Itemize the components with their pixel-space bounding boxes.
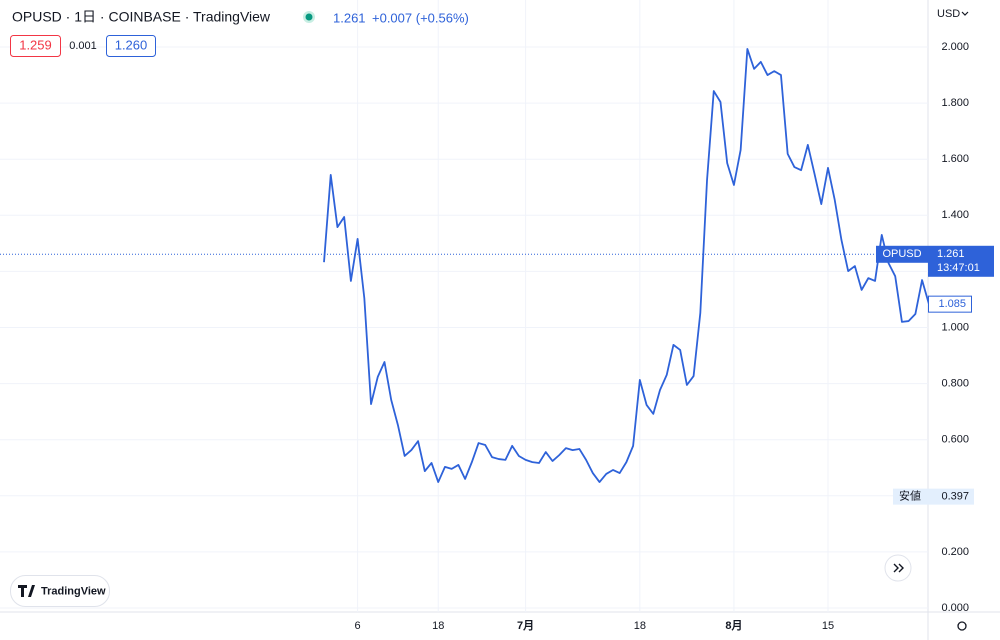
x-tick-label: 7月 <box>517 619 534 632</box>
last-price: 1.261 <box>333 10 366 25</box>
ask[interactable]: 1.260 <box>115 37 148 52</box>
low-label: 安値 <box>899 489 921 503</box>
price-change: +0.007 (+0.56%) <box>372 10 469 25</box>
x-tick-label: 18 <box>432 620 444 632</box>
spread: 0.001 <box>69 40 97 52</box>
logo-icon[interactable] <box>18 585 35 597</box>
price-badge <box>928 245 994 277</box>
y-tick-label: 0.200 <box>941 546 969 558</box>
price-badge-countdown: 13:47:01 <box>937 262 980 274</box>
bid[interactable]: 1.259 <box>19 37 52 52</box>
y-tick-label: 1.000 <box>941 321 969 333</box>
symbol-badge <box>876 245 928 263</box>
y-tick-label: 1.600 <box>941 153 969 165</box>
bid-box[interactable] <box>10 35 61 57</box>
symbol-title: OPUSD · 1日 · COINBASE · TradingView <box>12 9 271 25</box>
low-value-badge <box>928 488 974 505</box>
last-value: 1.085 <box>938 298 966 310</box>
currency[interactable]: USD <box>937 8 960 20</box>
logo-box[interactable] <box>10 575 110 607</box>
x-tick-label: 8月 <box>725 619 742 632</box>
price-line <box>323 48 930 483</box>
price-badge-value: 1.261 <box>937 248 965 260</box>
y-tick-label: 0.000 <box>941 602 969 614</box>
y-tick-label: 1.400 <box>941 209 969 221</box>
plot: 6187月188月150.0000.2000.4000.6000.8001.00… <box>0 0 969 632</box>
currency-caret[interactable] <box>961 11 969 16</box>
ask-box[interactable] <box>106 35 156 57</box>
x-tick-label: 6 <box>355 620 361 632</box>
low-label-badge <box>893 488 928 505</box>
y-tick-label: 1.800 <box>941 97 969 109</box>
last-value-badge <box>928 295 972 313</box>
low-value: 0.397 <box>941 491 969 503</box>
x-tick-label: 18 <box>634 620 646 632</box>
x-tick-label: 15 <box>822 620 834 632</box>
y-tick-label: 2.000 <box>941 41 969 53</box>
settings-icon[interactable] <box>957 621 967 631</box>
logo-text[interactable]: TradingView <box>41 585 106 597</box>
overlay: OPUSD · 1日 · COINBASE · TradingView 1.26… <box>0 8 994 631</box>
scroll-icon[interactable] <box>893 563 904 573</box>
y-tick-label: 0.600 <box>941 434 969 446</box>
status-dot <box>305 13 313 21</box>
y-tick-label: 0.800 <box>941 378 969 390</box>
symbol-badge-text: OPUSD <box>882 248 921 260</box>
